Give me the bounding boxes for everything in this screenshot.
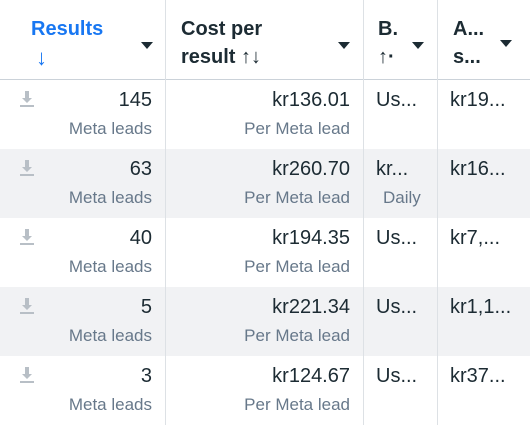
caret-down-icon[interactable]: [338, 42, 350, 49]
a-value: kr16...: [450, 158, 506, 180]
b-value: Us...: [376, 227, 418, 249]
a-value: kr7,...: [450, 227, 501, 249]
cell-a[interactable]: kr7,...: [438, 218, 530, 287]
results-unit: Meta leads: [68, 395, 152, 414]
cell-b[interactable]: Us...: [364, 287, 438, 356]
results-unit: Meta leads: [68, 119, 152, 138]
cost-unit: Per Meta lead: [244, 257, 350, 276]
caret-down-icon[interactable]: [500, 40, 512, 47]
b-value: Us...: [376, 296, 418, 318]
b-value: Us...: [376, 89, 418, 111]
cell-b[interactable]: kr... Daily: [364, 149, 438, 218]
a-value: kr1,1...: [450, 296, 512, 318]
download-icon[interactable]: [19, 366, 35, 384]
cell-cost-per-result[interactable]: kr221.34 Per Meta lead: [166, 287, 364, 356]
cell-b[interactable]: Us...: [364, 218, 438, 287]
cost-value: kr136.01: [272, 89, 350, 111]
cost-value: kr221.34: [272, 296, 350, 318]
column-header-b[interactable]: B. ↑·: [364, 0, 438, 80]
column-header-results-label[interactable]: Results: [31, 18, 104, 40]
cell-b[interactable]: Us...: [364, 356, 438, 425]
b-subtext: Daily: [383, 188, 421, 207]
results-value: 5: [140, 296, 152, 318]
table-row[interactable]: 5 Meta leads kr221.34 Per Meta lead Us... kr1…: [0, 287, 530, 356]
cell-results[interactable]: 3 Meta leads: [0, 356, 166, 425]
column-header-a-line1: A...: [453, 18, 485, 40]
cell-cost-per-result[interactable]: kr260.70 Per Meta lead: [166, 149, 364, 218]
results-unit: Meta leads: [68, 257, 152, 276]
download-icon[interactable]: [19, 297, 35, 315]
caret-down-icon[interactable]: [141, 42, 153, 49]
arrow-down-icon[interactable]: ↓: [36, 45, 47, 70]
cell-results[interactable]: 40 Meta leads: [0, 218, 166, 287]
column-header-a-line2: s...: [453, 46, 481, 68]
cost-value: kr260.70: [272, 158, 350, 180]
cell-a[interactable]: kr16...: [438, 149, 530, 218]
column-header-b-line1: B.: [378, 18, 398, 40]
column-header-b-label[interactable]: B. ↑·: [378, 15, 398, 71]
cell-cost-per-result[interactable]: kr136.01 Per Meta lead: [166, 80, 364, 149]
column-header-results[interactable]: Results ↓: [0, 0, 166, 80]
column-header-b-line2: ↑·: [378, 46, 395, 68]
table-row[interactable]: 40 Meta leads kr194.35 Per Meta lead Us... kr…: [0, 218, 530, 287]
download-icon[interactable]: [19, 228, 35, 246]
cell-cost-per-result[interactable]: kr194.35 Per Meta lead: [166, 218, 364, 287]
cell-results[interactable]: 5 Meta leads: [0, 287, 166, 356]
b-value: kr...: [376, 158, 409, 180]
column-header-a-label[interactable]: A... s...: [453, 15, 484, 71]
table-row[interactable]: 145 Meta leads kr136.01 Per Meta lead Us... k…: [0, 80, 530, 149]
download-icon[interactable]: [19, 159, 35, 177]
cell-b[interactable]: Us...: [364, 80, 438, 149]
column-header-cost-per-result[interactable]: Cost per result ↑↓: [166, 0, 364, 80]
table-row[interactable]: 3 Meta leads kr124.67 Per Meta lead Us... kr3…: [0, 356, 530, 425]
cost-unit: Per Meta lead: [244, 395, 350, 414]
results-value: 40: [129, 227, 152, 249]
results-value: 63: [129, 158, 152, 180]
b-value: Us...: [376, 365, 418, 387]
cost-unit: Per Meta lead: [244, 326, 350, 345]
results-value: 3: [140, 365, 152, 387]
column-header-a[interactable]: A... s...: [438, 0, 530, 80]
results-unit: Meta leads: [68, 188, 152, 207]
table-row[interactable]: 63 Meta leads kr260.70 Per Meta lead kr... Da…: [0, 149, 530, 218]
column-header-cost-line2: result ↑↓: [181, 46, 262, 68]
download-icon[interactable]: [19, 90, 35, 108]
cell-a[interactable]: kr19...: [438, 80, 530, 149]
cell-cost-per-result[interactable]: kr124.67 Per Meta lead: [166, 356, 364, 425]
cost-value: kr194.35: [272, 227, 350, 249]
column-header-cost-line1: Cost per: [181, 18, 263, 40]
a-value: kr19...: [450, 89, 506, 111]
cost-unit: Per Meta lead: [244, 188, 350, 207]
column-header-cost-label[interactable]: Cost per result ↑↓: [181, 15, 262, 71]
cost-value: kr124.67: [272, 365, 350, 387]
cost-unit: Per Meta lead: [244, 119, 350, 138]
table-header: Results ↓ Cost per result ↑↓ B. ↑· A... …: [0, 0, 530, 80]
cell-results[interactable]: 145 Meta leads: [0, 80, 166, 149]
cell-results[interactable]: 63 Meta leads: [0, 149, 166, 218]
caret-down-icon[interactable]: [412, 42, 424, 49]
results-value: 145: [118, 89, 152, 111]
cell-a[interactable]: kr1,1...: [438, 287, 530, 356]
a-value: kr37...: [450, 365, 506, 387]
cell-a[interactable]: kr37...: [438, 356, 530, 425]
results-unit: Meta leads: [68, 326, 152, 345]
